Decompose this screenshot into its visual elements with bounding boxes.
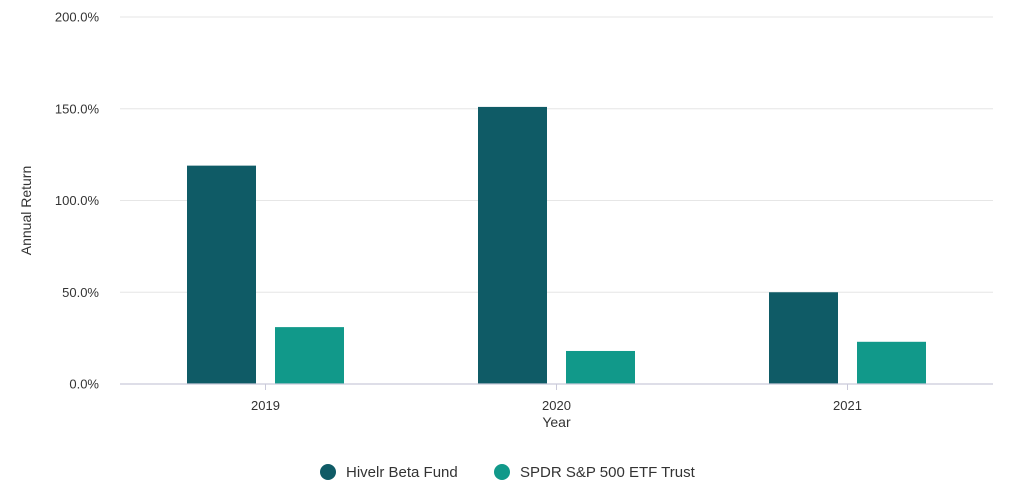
y-axis-ticks: 0.0% 50.0% 100.0% 150.0% 200.0%: [55, 10, 100, 392]
x-axis-title: Year: [542, 414, 571, 430]
y-tick-label: 200.0%: [55, 10, 100, 25]
y-tick-label: 50.0%: [62, 285, 99, 300]
y-tick-label: 150.0%: [55, 101, 100, 116]
bar-hivelr-2021[interactable]: [769, 292, 838, 384]
bar-spdr-2020[interactable]: [566, 350, 635, 384]
x-axis-ticks: 2019 2020 2021: [251, 384, 862, 413]
bar-hivelr-2020[interactable]: [478, 106, 547, 384]
legend: Hivelr Beta Fund SPDR S&P 500 ETF Trust: [320, 464, 696, 481]
bar-hivelr-2019[interactable]: [187, 165, 256, 384]
y-tick-label: 0.0%: [69, 377, 99, 392]
y-axis-title: Annual Return: [18, 166, 34, 256]
bars: [187, 106, 926, 384]
bar-spdr-2021[interactable]: [857, 341, 926, 384]
legend-item-hivelr[interactable]: Hivelr Beta Fund: [320, 464, 458, 481]
legend-label: Hivelr Beta Fund: [346, 464, 458, 481]
bar-spdr-2019[interactable]: [275, 327, 344, 384]
x-tick-label: 2019: [251, 398, 280, 413]
x-tick-label: 2020: [542, 398, 571, 413]
y-tick-label: 100.0%: [55, 193, 100, 208]
legend-swatch: [320, 464, 336, 480]
legend-item-spdr[interactable]: SPDR S&P 500 ETF Trust: [494, 464, 696, 481]
legend-label: SPDR S&P 500 ETF Trust: [520, 464, 696, 481]
legend-swatch: [494, 464, 510, 480]
gridlines: [120, 16, 993, 293]
x-tick-label: 2021: [833, 398, 862, 413]
